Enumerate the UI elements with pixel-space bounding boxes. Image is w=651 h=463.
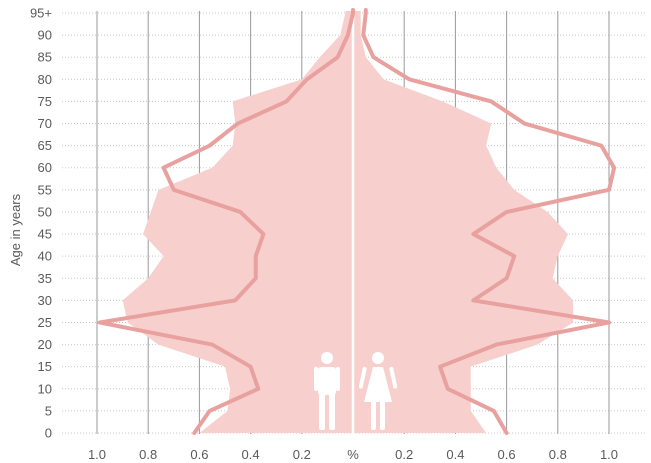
male-area bbox=[122, 11, 353, 433]
x-tick-label: 1.0 bbox=[88, 447, 106, 462]
y-tick-label: 65 bbox=[38, 138, 52, 153]
x-tick-label: 0.4 bbox=[242, 447, 260, 462]
y-tick-labels: 0 5 10 15 20 25 30 35 40 45 50 55 60 65 70 75 80 85 90 95+ bbox=[30, 6, 52, 441]
x-tick-label: 0.8 bbox=[139, 447, 157, 462]
y-tick-label: 0 bbox=[45, 426, 52, 441]
male-line bbox=[97, 8, 355, 435]
y-tick-label: 70 bbox=[38, 116, 52, 131]
y-tick-label: 75 bbox=[38, 94, 52, 109]
y-tick-label: 80 bbox=[38, 72, 52, 87]
y-tick-label: 35 bbox=[38, 271, 52, 286]
x-tick-label: 0.8 bbox=[549, 447, 567, 462]
x-tick-label: 0.2 bbox=[293, 447, 311, 462]
y-tick-label: 5 bbox=[45, 403, 52, 418]
x-tick-label: 1.0 bbox=[600, 447, 618, 462]
x-tick-label: % bbox=[347, 447, 359, 462]
y-tick-label: 50 bbox=[38, 204, 52, 219]
male-icon bbox=[314, 352, 340, 430]
x-tick-labels: 1.0 0.8 0.6 0.4 0.2% 0.2 0.4 0.6 0.8 1.0 bbox=[88, 447, 618, 462]
x-tick-label: 0.4 bbox=[446, 447, 464, 462]
female-icon bbox=[358, 352, 398, 430]
x-tick-label: 0.2 bbox=[395, 447, 413, 462]
y-axis-label: Age in years bbox=[8, 193, 23, 266]
x-tick-label: 0.6 bbox=[498, 447, 516, 462]
y-tick-label: 15 bbox=[38, 359, 52, 374]
y-tick-label: 55 bbox=[38, 182, 52, 197]
x-tick-label: 0.6 bbox=[190, 447, 208, 462]
female-area bbox=[353, 11, 574, 433]
y-tick-label: 60 bbox=[38, 160, 52, 175]
y-tick-label: 95+ bbox=[30, 6, 52, 21]
y-tick-label: 25 bbox=[38, 315, 52, 330]
y-tick-label: 10 bbox=[38, 381, 52, 396]
y-tick-label: 45 bbox=[38, 227, 52, 242]
y-tick-label: 90 bbox=[38, 28, 52, 43]
female-line bbox=[361, 8, 617, 435]
y-tick-label: 20 bbox=[38, 337, 52, 352]
y-tick-label: 85 bbox=[38, 50, 52, 65]
y-tick-label: 30 bbox=[38, 293, 52, 308]
y-tick-label: 40 bbox=[38, 249, 52, 264]
